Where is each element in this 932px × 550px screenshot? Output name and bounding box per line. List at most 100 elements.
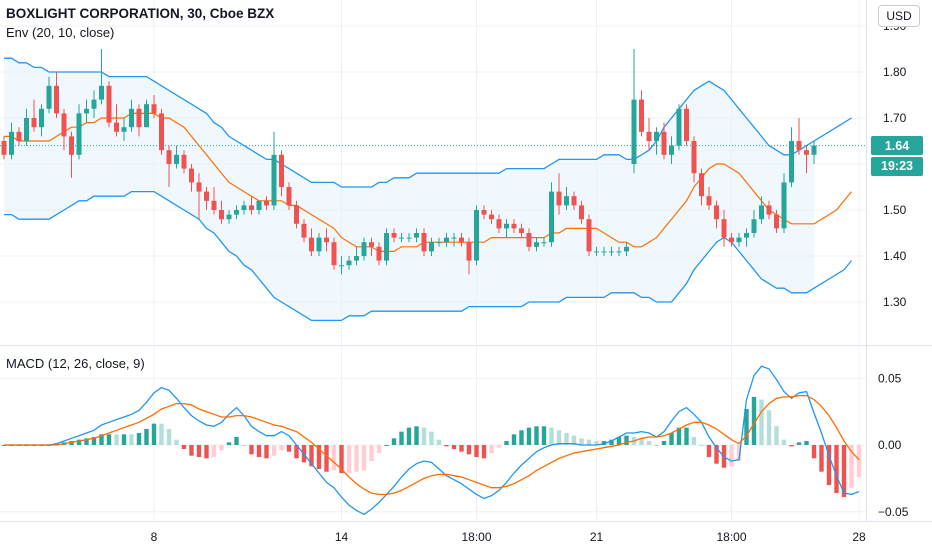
candle <box>451 233 457 247</box>
candle <box>151 95 157 118</box>
candle <box>316 233 322 256</box>
macd-histogram-bar <box>226 442 232 445</box>
candle <box>594 246 599 256</box>
candle <box>136 104 142 137</box>
macd-histogram-bar <box>534 426 539 445</box>
macd-histogram-bar <box>69 440 74 445</box>
candle-body <box>444 237 449 243</box>
macd-histogram-bar <box>654 445 659 446</box>
candles <box>1 49 817 275</box>
macd-indicator-label[interactable]: MACD (12, 26, close, 9) <box>6 356 145 371</box>
macd-histogram-bar <box>766 410 772 445</box>
candle <box>159 108 164 155</box>
candle <box>496 214 502 233</box>
macd-histogram-bar <box>204 445 209 459</box>
candle <box>354 246 359 266</box>
macd-histogram-bar <box>841 445 847 498</box>
macd-histogram-bar <box>316 445 322 470</box>
macd-histogram-bar <box>264 445 269 459</box>
price-axis-tick-label: 1.30 <box>883 295 907 309</box>
candle <box>309 228 314 256</box>
macd-axis-tick-label: 0.05 <box>878 371 902 385</box>
macd-histogram-bar <box>474 445 479 458</box>
macd-histogram-bar <box>856 445 862 478</box>
candle <box>211 187 217 215</box>
candle <box>376 242 382 266</box>
candle <box>256 200 262 215</box>
candle-body <box>804 150 809 155</box>
candle-body <box>144 104 149 128</box>
macd-histogram-bar <box>549 427 554 445</box>
candle-body <box>654 131 659 141</box>
candle-body <box>421 233 427 252</box>
macd-histogram-bar <box>376 445 382 454</box>
candle-body <box>151 104 157 114</box>
candle-body <box>526 233 532 247</box>
macd-histogram-bar <box>249 445 254 455</box>
candle-body <box>226 214 232 220</box>
candle <box>189 164 194 192</box>
candle-body <box>286 187 292 206</box>
candle-body <box>556 191 562 206</box>
macd-histogram-bar <box>114 434 119 445</box>
candle <box>384 228 389 266</box>
candle <box>24 108 29 146</box>
candle-body <box>234 210 239 215</box>
candle-body <box>721 219 727 238</box>
candle <box>526 228 532 252</box>
candle <box>241 200 247 215</box>
macd-histogram-bar <box>796 442 802 445</box>
candle-body <box>271 154 277 206</box>
candle-body <box>736 237 742 243</box>
price-axis-tick-label: 1.40 <box>883 249 907 263</box>
macd-histogram-bar <box>504 440 509 445</box>
candle-body <box>639 99 644 132</box>
macd-histogram-bar <box>601 440 607 445</box>
candle <box>744 228 749 247</box>
macd-histogram-bar <box>729 445 734 467</box>
candle <box>264 196 269 210</box>
candle-body <box>309 237 314 252</box>
currency-button[interactable]: USD <box>878 5 920 27</box>
candle-body <box>91 99 97 109</box>
candle-body <box>121 127 127 132</box>
macd-histogram-bar <box>556 430 562 445</box>
candle-body <box>811 145 817 155</box>
candle <box>459 233 464 247</box>
price-axis-tick-label: 1.70 <box>883 111 907 125</box>
candle <box>586 214 592 256</box>
candle <box>414 228 419 243</box>
candle <box>631 49 637 174</box>
candle-body <box>774 214 779 229</box>
candle-body <box>759 205 764 220</box>
macd-histogram-bar <box>151 423 157 445</box>
macd-histogram-bar <box>759 399 764 445</box>
candle-body <box>46 85 52 109</box>
candle-body <box>571 196 577 206</box>
macd-histogram-bar <box>429 431 434 445</box>
macd-histogram-bar <box>91 436 97 445</box>
candle-body <box>54 85 59 114</box>
candle <box>534 237 539 252</box>
macd-histogram-bar <box>144 428 149 445</box>
candle-body <box>601 251 607 253</box>
candle <box>541 237 547 247</box>
candle <box>46 76 52 114</box>
price-axis-tick-label: 1.50 <box>883 203 907 217</box>
macd-histogram-bar <box>129 434 134 445</box>
candle-body <box>714 205 719 220</box>
candle <box>714 200 719 229</box>
candle-body <box>541 242 547 244</box>
envelope-indicator-label[interactable]: Env (20, 10, close) <box>6 25 115 40</box>
candle-body <box>376 246 382 261</box>
candle <box>219 200 224 224</box>
macd-histogram-bar <box>849 445 854 488</box>
time-axis-tick-label: 18:00 <box>461 530 491 544</box>
candle-body <box>204 191 209 201</box>
macd-axis-tick-label: −0.05 <box>878 505 909 519</box>
macd-histogram-bar <box>84 438 89 445</box>
candle <box>564 187 569 210</box>
macd-histogram-bar <box>564 432 569 445</box>
